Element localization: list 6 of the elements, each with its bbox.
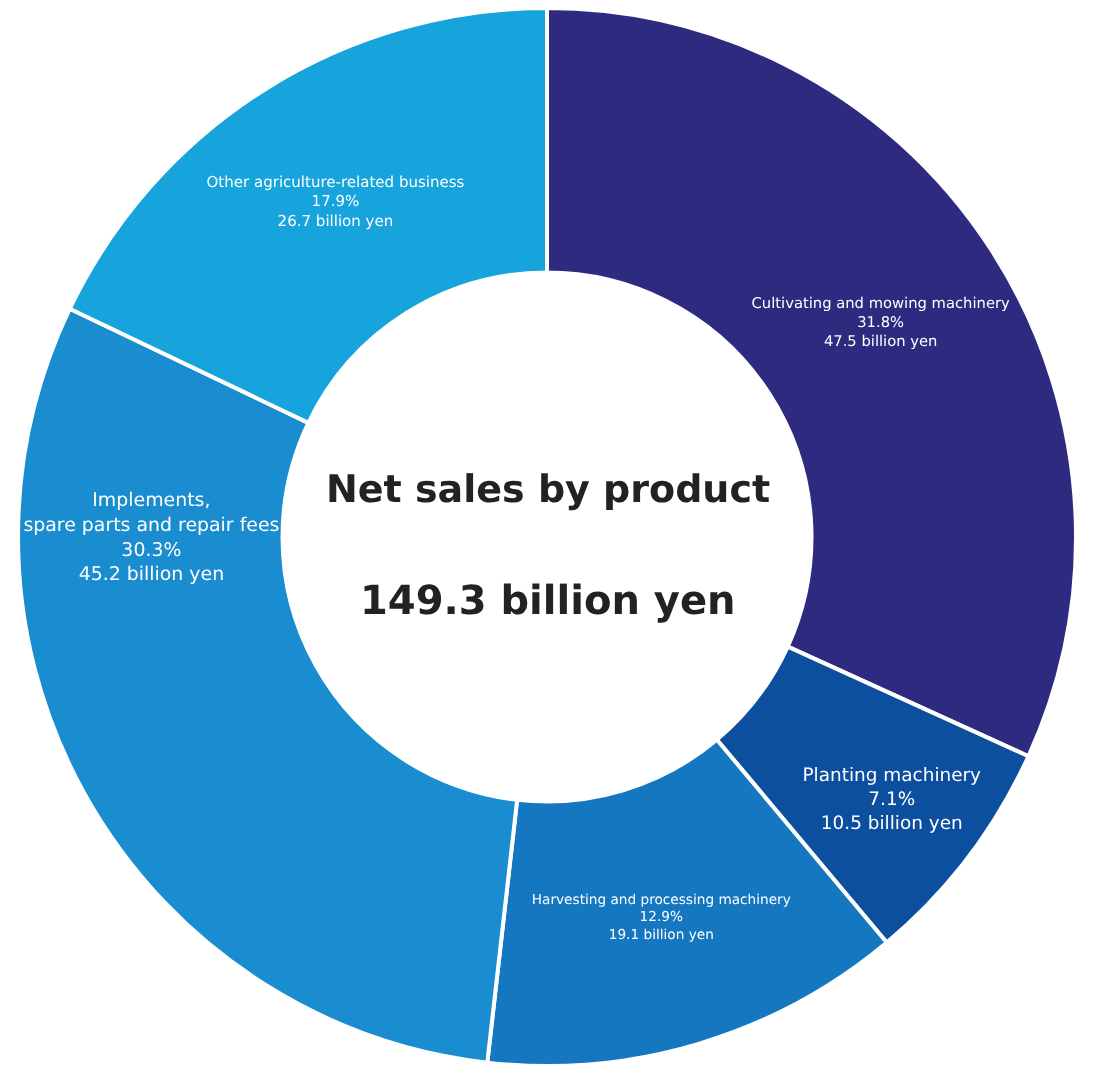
text: Net sales by product: [326, 468, 771, 512]
data-label: 30.3% 45.2 billion yen: [78, 539, 225, 587]
slice-label: Planting machinery: [802, 765, 983, 788]
data-label: 7.1% 10.5 billion yen: [820, 789, 964, 836]
slice-label: Implements, spare parts and repair fees: [23, 490, 280, 538]
text: 149.3 billion yen: [360, 576, 736, 624]
